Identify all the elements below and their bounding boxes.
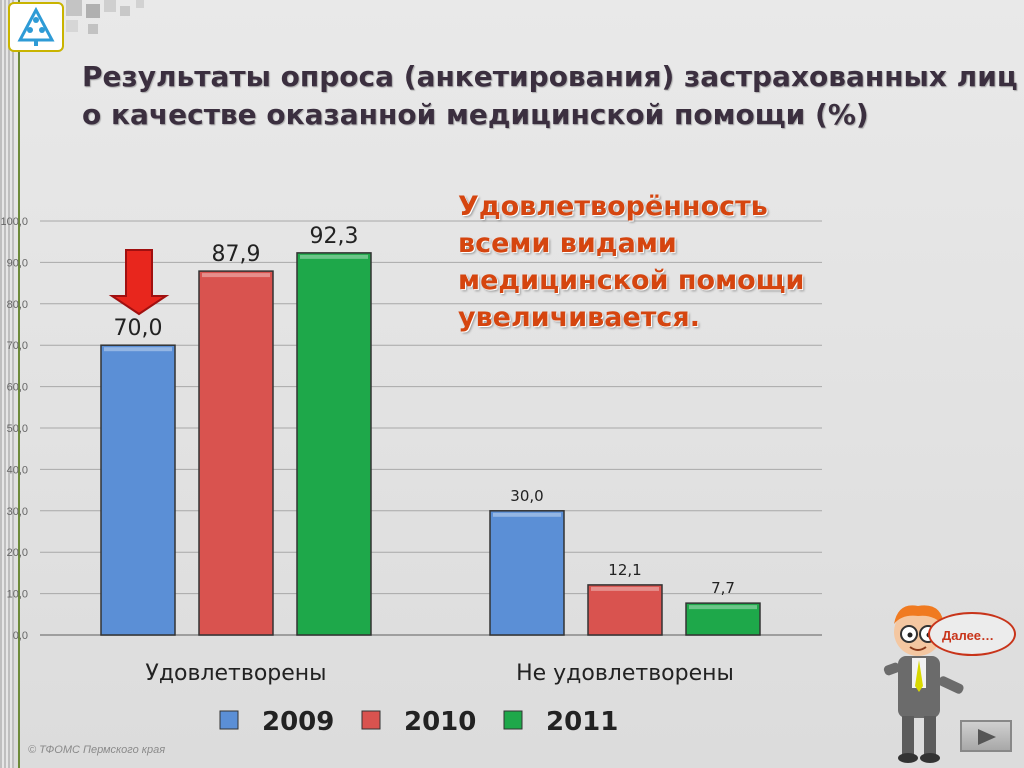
bar-highlight bbox=[104, 347, 172, 352]
left-accent-line bbox=[18, 0, 20, 768]
legend-swatch bbox=[219, 710, 239, 730]
tree-logo-icon bbox=[8, 2, 64, 52]
title-line-2: о качестве оказанной медицинской помощи … bbox=[82, 98, 869, 131]
data-label: 7,7 bbox=[711, 579, 735, 597]
bar-2010 bbox=[198, 270, 274, 636]
data-label: 87,9 bbox=[212, 242, 261, 267]
chart-legend: 2009 2010 2011 bbox=[219, 707, 618, 737]
bar-2011 bbox=[296, 252, 372, 636]
decorative-squares bbox=[66, 0, 144, 34]
bar-highlight bbox=[689, 605, 757, 610]
chart-data-labels: 70,0 87,9 92,3 30,0 12,1 7,7 bbox=[114, 224, 735, 597]
next-slide-button[interactable] bbox=[960, 720, 1012, 752]
legend-swatch bbox=[361, 710, 381, 730]
bar-2009 bbox=[100, 344, 176, 636]
data-label: 30,0 bbox=[510, 487, 543, 505]
annotation-line-2: всеми видами bbox=[458, 228, 677, 259]
y-tick-label: 40,0 bbox=[7, 464, 28, 476]
title-line-1: Результаты опроса (анкетирования) застра… bbox=[82, 60, 1018, 93]
annotation-text: Удовлетворённость всеми видами медицинск… bbox=[458, 188, 838, 336]
data-label: 12,1 bbox=[608, 561, 641, 579]
y-tick-label: 20,0 bbox=[7, 547, 28, 559]
y-tick-label: 10,0 bbox=[7, 589, 28, 601]
legend-label: 2011 bbox=[546, 707, 618, 737]
y-tick-label: 30,0 bbox=[7, 506, 28, 518]
cartoon-presenter-icon bbox=[883, 605, 964, 763]
page-title: Результаты опроса (анкетирования) застра… bbox=[82, 58, 1018, 134]
bar-2011 bbox=[685, 602, 761, 636]
y-tick-label: 60,0 bbox=[7, 382, 28, 394]
data-label: 92,3 bbox=[310, 224, 359, 249]
bar-2010 bbox=[587, 584, 663, 636]
y-tick-label: 80,0 bbox=[7, 299, 28, 311]
y-tick-label: 100,0 bbox=[0, 216, 28, 228]
category-label: Не удовлетворены bbox=[516, 661, 734, 686]
footer-copyright: © ТФОМС Пермского края bbox=[28, 744, 166, 756]
bar-highlight bbox=[493, 512, 561, 517]
left-decorative-rail bbox=[0, 0, 14, 768]
legend-label: 2009 bbox=[262, 707, 334, 737]
callout-bubble: Далее… bbox=[928, 612, 1016, 656]
category-label: Удовлетворены bbox=[145, 661, 326, 686]
play-icon bbox=[978, 729, 996, 745]
bar-2009 bbox=[489, 510, 565, 636]
bar-highlight bbox=[202, 273, 270, 278]
legend-label: 2010 bbox=[404, 707, 476, 737]
y-tick-label: 70,0 bbox=[7, 340, 28, 352]
data-label: 70,0 bbox=[114, 316, 163, 341]
chart-bars bbox=[100, 252, 761, 636]
down-arrow-icon bbox=[108, 249, 170, 316]
y-axis-ticks: 0,0 10,0 20,0 30,0 40,0 50,0 60,0 70,0 80,0 90,0 1… bbox=[0, 216, 28, 642]
bar-highlight bbox=[300, 254, 368, 259]
annotation-line-4: увеличивается. bbox=[458, 302, 701, 333]
x-axis-categories: Удовлетворены Не удовлетворены bbox=[145, 661, 733, 686]
y-tick-label: 50,0 bbox=[7, 423, 28, 435]
callout-text: Далее… bbox=[942, 628, 995, 643]
annotation-line-3: медицинской помощи bbox=[458, 265, 805, 296]
annotation-line-1: Удовлетворённость bbox=[458, 191, 768, 222]
y-tick-label: 90,0 bbox=[7, 257, 28, 269]
bar-highlight bbox=[591, 586, 659, 591]
y-tick-label: 0,0 bbox=[13, 630, 28, 642]
legend-swatch bbox=[503, 710, 523, 730]
